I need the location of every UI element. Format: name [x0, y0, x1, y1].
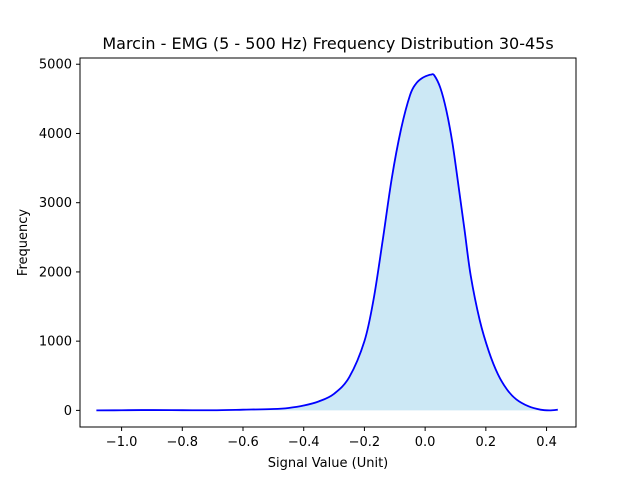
x-axis-label: Signal Value (Unit)	[268, 456, 389, 471]
y-tick-label: 1000	[39, 335, 72, 350]
plot-frame	[79, 57, 577, 428]
x-tick-label: 0.4	[536, 435, 557, 450]
y-tick-label: 0	[64, 404, 72, 419]
x-tick-label: −0.4	[288, 435, 320, 450]
distribution-area-fill	[96, 74, 558, 411]
y-tick-label: 5000	[39, 58, 72, 73]
y-axis: 0 1000 2000 3000 4000 5000	[39, 58, 80, 419]
y-tick-label: 3000	[39, 196, 72, 211]
y-tick-label: 4000	[39, 127, 72, 142]
x-tick-label: 0.2	[476, 435, 497, 450]
x-tick-label: −1.0	[106, 435, 138, 450]
x-tick-label: −0.6	[227, 435, 259, 450]
y-axis-label: Frequency	[16, 209, 31, 276]
x-tick-label: −0.8	[167, 435, 199, 450]
x-axis: −1.0 −0.8 −0.6 −0.4 −0.2 0.0 0.2 0.4	[106, 427, 557, 450]
x-tick-label: −0.2	[349, 435, 381, 450]
plot-area	[96, 73, 558, 412]
chart-title: Marcin - EMG (5 - 500 Hz) Frequency Dist…	[102, 34, 553, 53]
distribution-line	[96, 73, 558, 412]
y-tick-label: 2000	[39, 265, 72, 280]
x-tick-label: 0.0	[415, 435, 436, 450]
